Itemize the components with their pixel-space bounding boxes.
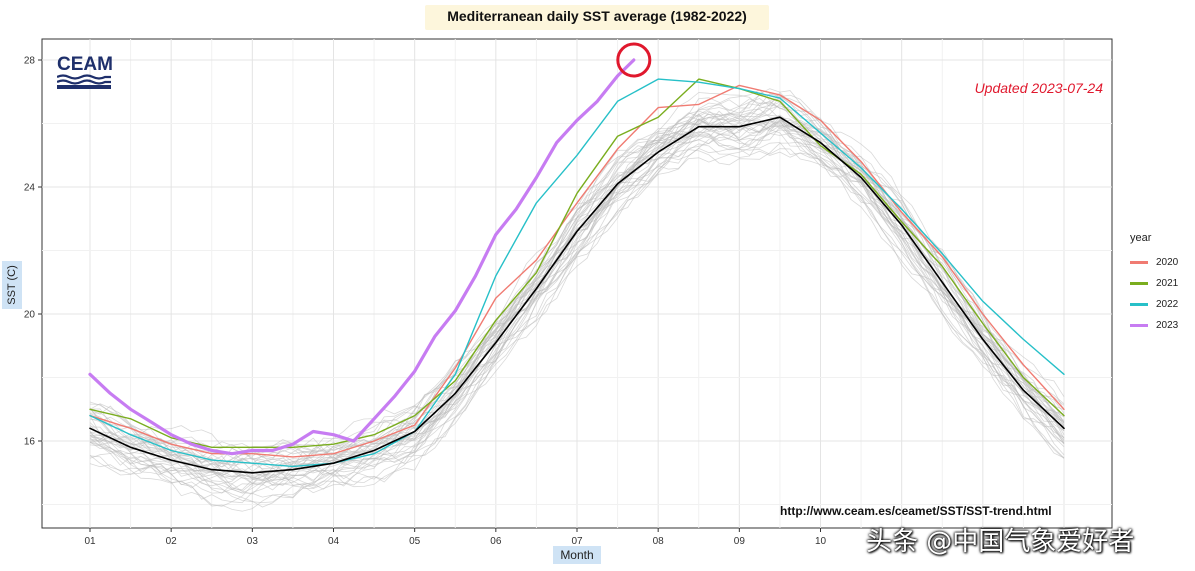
legend-label: 2022 bbox=[1156, 299, 1179, 310]
legend-item-2022: 2022 bbox=[1130, 294, 1178, 315]
chart-title: Mediterranean daily SST average (1982-20… bbox=[447, 8, 747, 24]
y-axis-ticks: 16 20 24 28 bbox=[24, 56, 42, 448]
legend-swatch bbox=[1130, 324, 1148, 327]
series-line-mean-1982-2022 bbox=[89, 116, 1065, 474]
y-axis-label: SST (C) bbox=[2, 261, 22, 309]
background-year-line bbox=[89, 89, 1065, 463]
background-year-line bbox=[89, 116, 1065, 482]
background-year-line bbox=[89, 88, 1065, 465]
x-tick-label: 05 bbox=[409, 536, 421, 547]
x-tick-label: 01 bbox=[84, 536, 96, 547]
x-tick-label: 06 bbox=[490, 536, 502, 547]
background-year-line bbox=[89, 141, 1065, 512]
x-tick-label: 08 bbox=[653, 536, 665, 547]
legend-label: 2023 bbox=[1156, 320, 1179, 331]
x-tick-label: 02 bbox=[166, 536, 178, 547]
x-tick-label: 07 bbox=[571, 536, 583, 547]
legend-label: 2020 bbox=[1156, 257, 1179, 268]
series-line-2020 bbox=[89, 84, 1065, 458]
background-year-line bbox=[89, 123, 1065, 494]
series-line-2021 bbox=[89, 78, 1065, 448]
legend-label: 2021 bbox=[1156, 278, 1179, 289]
series-line-2022 bbox=[89, 78, 1065, 468]
x-axis-ticks: 01 02 03 04 05 06 07 08 09 10 bbox=[84, 528, 826, 547]
background-year-line bbox=[89, 98, 1065, 473]
background-year-line bbox=[89, 119, 1065, 491]
series-lines bbox=[88, 58, 1065, 474]
legend-item-2023: 2023 bbox=[1130, 315, 1178, 336]
background-year-line bbox=[89, 103, 1065, 477]
source-url: http://www.ceam.es/ceamet/SST/SST-trend.… bbox=[780, 504, 1052, 518]
series-line-2023 bbox=[88, 58, 636, 456]
updated-label: Updated 2023-07-24 bbox=[974, 80, 1103, 96]
background-year-line bbox=[89, 119, 1065, 491]
background-year-line bbox=[89, 132, 1065, 507]
legend-title: year bbox=[1130, 232, 1152, 244]
background-year-line bbox=[89, 116, 1065, 490]
legend-item-2021: 2021 bbox=[1130, 273, 1178, 294]
highlight-circle-annotation bbox=[616, 42, 652, 78]
ceam-logo: CEAM bbox=[56, 54, 113, 91]
x-tick-label: 09 bbox=[734, 536, 746, 547]
background-year-line bbox=[89, 119, 1065, 494]
background-year-line bbox=[89, 122, 1065, 489]
title-background bbox=[425, 5, 769, 30]
x-tick-label: 03 bbox=[247, 536, 259, 547]
background-year-line bbox=[89, 94, 1065, 468]
legend-swatch bbox=[1130, 303, 1148, 306]
background-year-line bbox=[89, 97, 1065, 471]
background-year-lines bbox=[89, 88, 1065, 512]
watermark: 头条 @中国气象爱好者 bbox=[866, 527, 1135, 557]
background-year-line bbox=[89, 134, 1065, 508]
x-axis-label: Month bbox=[553, 546, 601, 564]
y-tick-label: 24 bbox=[24, 183, 36, 194]
x-tick-label: 04 bbox=[328, 536, 340, 547]
waves-icon bbox=[56, 74, 111, 89]
y-tick-label: 20 bbox=[24, 310, 36, 321]
y-tick-label: 16 bbox=[24, 437, 36, 448]
background-year-line bbox=[89, 133, 1065, 504]
legend: year 2020 2021 2022 2023 bbox=[1130, 232, 1178, 336]
y-tick-label: 28 bbox=[24, 56, 36, 67]
legend-swatch bbox=[1130, 282, 1148, 285]
legend-swatch bbox=[1130, 261, 1148, 264]
logo-text: CEAM bbox=[57, 54, 113, 75]
x-tick-label: 10 bbox=[815, 536, 827, 547]
legend-item-2020: 2020 bbox=[1130, 252, 1178, 273]
